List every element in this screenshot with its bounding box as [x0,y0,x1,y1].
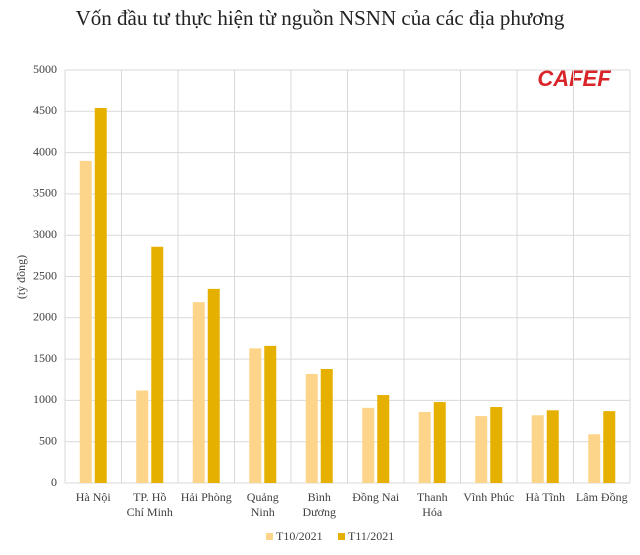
y-tick-label: 4000 [33,144,57,158]
bar [305,373,318,483]
y-axis-label: (tỷ đồng) [14,255,28,299]
x-tick-label: Chí Minh [127,505,173,519]
x-tick-label: Bình [308,490,331,504]
y-tick-label: 2000 [33,310,57,324]
bar [136,390,149,483]
legend-swatch [266,533,273,540]
bar [249,348,262,483]
x-tick-label: Lâm Đồng [576,490,628,504]
y-tick-label: 0 [51,475,57,489]
x-tick-label: Hà Nội [76,490,112,504]
legend-label: T10/2021 [276,529,323,543]
bar [377,395,390,483]
bar [603,411,616,483]
bar [207,288,220,483]
x-tick-label: Đồng Nai [352,490,400,504]
x-tick-label: Hà Tĩnh [526,490,565,504]
bar [418,411,431,483]
x-tick-label: Thanh [417,490,448,504]
legend-swatch [338,533,345,540]
y-tick-label: 3500 [33,186,57,200]
bar [531,415,544,483]
chart-title: Vốn đầu tư thực hiện từ nguồn NSNN của c… [76,6,565,30]
y-tick-label: 4500 [33,103,57,117]
x-tick-label: Hóa [422,505,443,519]
x-tick-label: Ninh [251,505,275,519]
bar [94,107,107,483]
bar [151,246,164,483]
bar [475,416,488,483]
y-tick-label: 5000 [33,62,57,76]
y-tick-label: 1500 [33,351,57,365]
y-tick-label: 2500 [33,268,57,282]
legend-label: T11/2021 [348,529,394,543]
bar [490,407,503,483]
bar [433,402,446,483]
bar [588,434,601,483]
bar [362,407,375,483]
bar [320,369,333,483]
bar [79,160,92,484]
y-tick-label: 500 [39,433,57,447]
y-tick-label: 3000 [33,227,57,241]
bar [192,302,205,483]
x-tick-label: TP. Hồ [133,490,166,504]
bar [546,410,559,483]
x-tick-label: Dương [302,505,336,519]
x-tick-label: Hải Phòng [181,490,232,504]
x-tick-label: Vĩnh Phúc [463,490,514,504]
bar [264,345,277,483]
y-tick-label: 1000 [33,392,57,406]
x-tick-label: Quảng [247,490,279,504]
